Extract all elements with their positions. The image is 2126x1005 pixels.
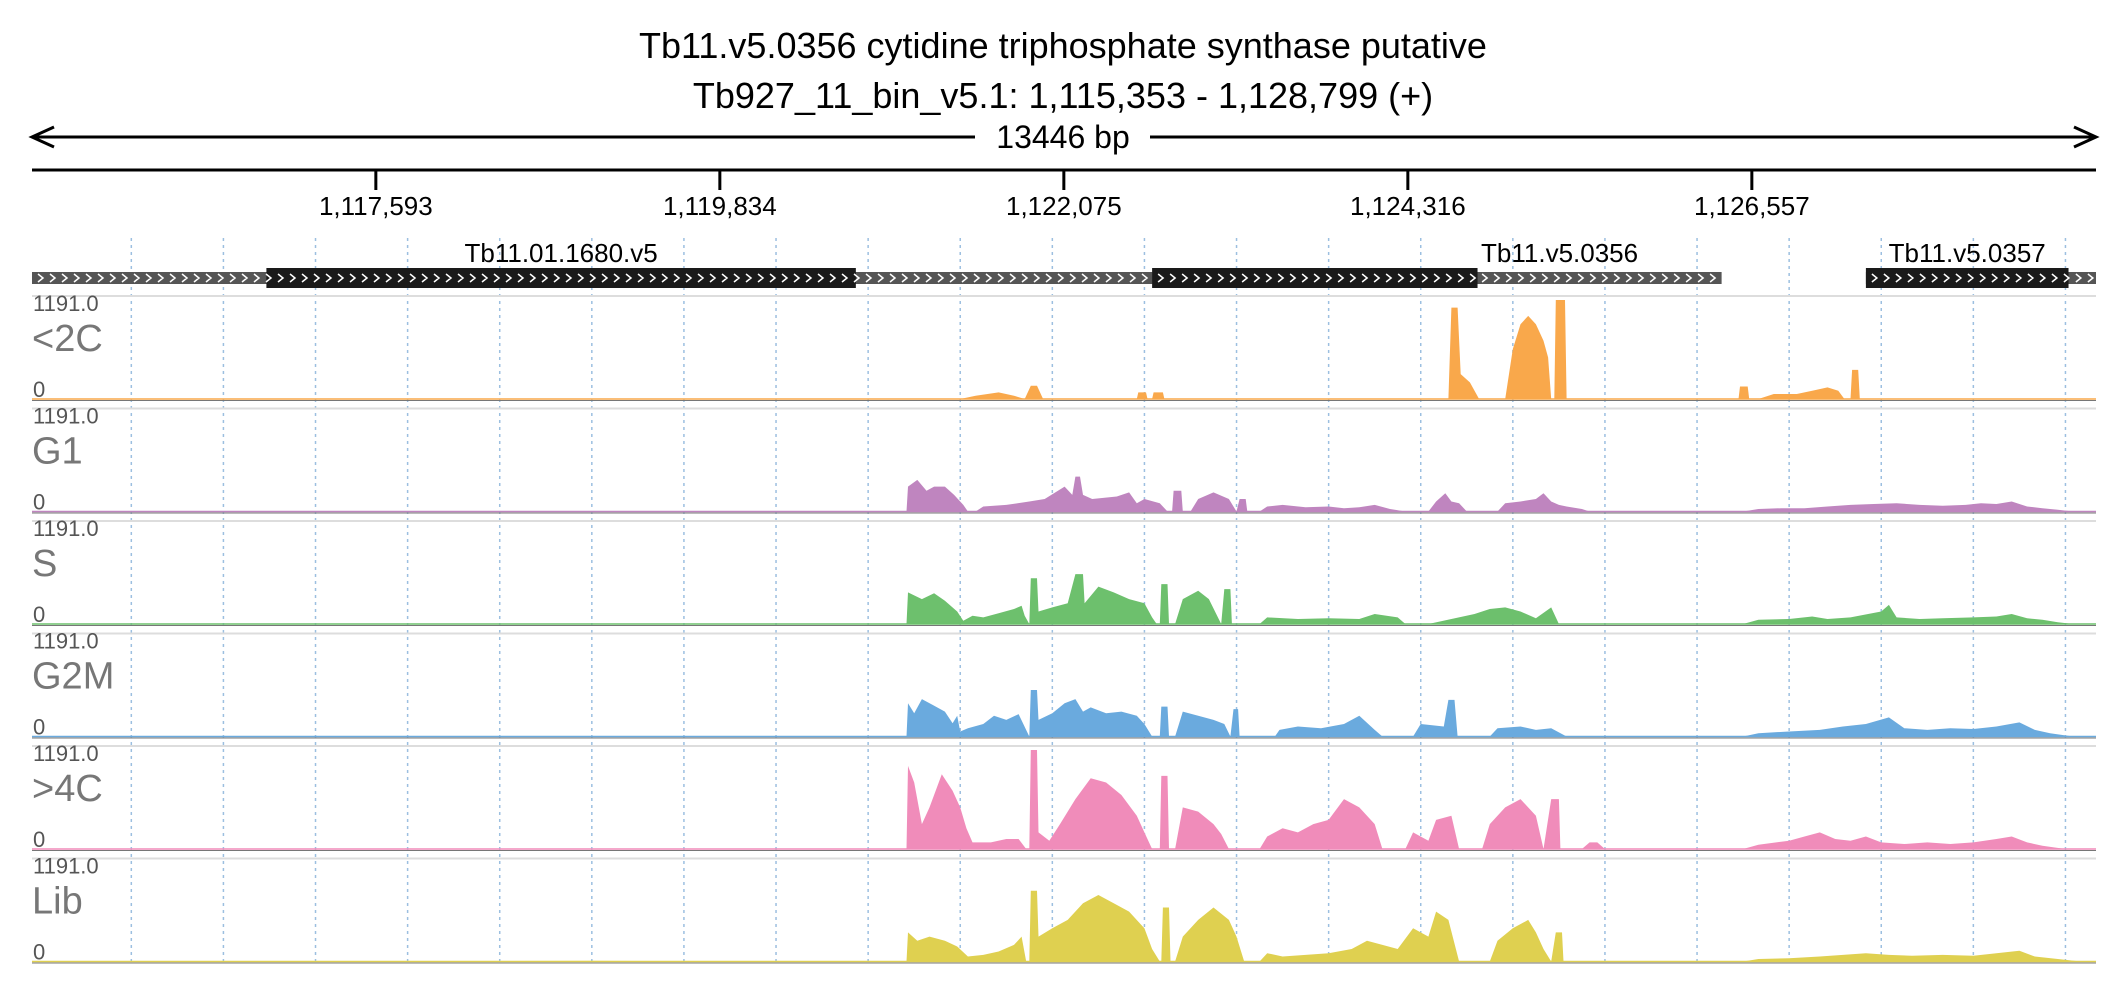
chart-subtitle: Tb927_11_bin_v5.1: 1,115,353 - 1,128,799…	[693, 75, 1433, 116]
chart-title: Tb11.v5.0356 cytidine triphosphate synth…	[639, 25, 1487, 66]
coverage-tracks: 1191.00<2C1191.00G11191.00S1191.00G2M119…	[32, 291, 2096, 965]
track-name: S	[32, 543, 57, 585]
ruler-tick-label: 1,119,834	[663, 191, 777, 221]
track-3: 1191.0 0 G2M	[32, 629, 2096, 740]
track-ymin-label: 0	[33, 940, 45, 965]
gene-strand-arrows-2	[1871, 273, 2095, 283]
track-0: 1191.0 0 <2C	[32, 291, 2096, 402]
gene-track: Tb11.01.1680.v5 Tb11.v5.0356 Tb11.v5.0357	[32, 238, 2096, 288]
gene-strand-arrows-1	[1157, 273, 1717, 283]
coverage-area-0	[960, 300, 1860, 399]
track-ymax-label: 1191.0	[33, 629, 99, 654]
coverage-area-3	[906, 690, 2074, 737]
gene-cds-1	[1152, 268, 1478, 288]
ruler-tick-label: 1,117,593	[319, 191, 433, 221]
track-2: 1191.0 0 S	[32, 516, 2096, 627]
gene-label: Tb11.v5.0357	[1889, 238, 2046, 268]
track-1: 1191.0 0 G1	[32, 404, 2096, 515]
ruler-tick-label: 1,126,557	[1694, 191, 1810, 221]
coverage-area-5	[32, 890, 2081, 962]
gene-label: Tb11.v5.0356	[1481, 238, 1638, 268]
track-ymax-label: 1191.0	[33, 854, 99, 879]
ruler-tick-label: 1,122,075	[1006, 191, 1122, 221]
gene-cds-2	[1865, 268, 2069, 288]
track-ymax-label: 1191.0	[33, 741, 99, 766]
track-ymin-label: 0	[33, 377, 45, 402]
span-label: 13446 bp	[996, 119, 1129, 155]
track-ymin-label: 0	[33, 602, 45, 627]
span-indicator: 13446 bp	[28, 119, 2100, 155]
coverage-area-1	[906, 476, 2074, 512]
track-name: >4C	[32, 768, 103, 810]
track-4: 1191.0 0 >4C	[32, 741, 2096, 852]
gene-label: Tb11.01.1680.v5	[465, 238, 658, 268]
track-ymin-label: 0	[33, 827, 45, 852]
track-ymax-label: 1191.0	[33, 404, 99, 429]
gene-cds-0	[266, 268, 856, 288]
ruler-tick-label: 1,124,316	[1350, 191, 1466, 221]
track-ymin-label: 0	[33, 715, 45, 740]
track-name: Lib	[32, 881, 83, 923]
track-ymax-label: 1191.0	[33, 291, 99, 316]
track-ymin-label: 0	[33, 490, 45, 515]
gridlines	[130, 238, 2067, 962]
track-ymax-label: 1191.0	[33, 516, 99, 541]
track-5: 1191.0 0 Lib	[32, 854, 2096, 965]
gene-strand-arrows-0	[37, 273, 1149, 283]
track-name: <2C	[32, 318, 103, 360]
track-name: G1	[32, 431, 83, 473]
coverage-area-4	[906, 750, 2066, 849]
span-arrow-right-head	[2073, 125, 2100, 149]
coverage-area-2	[906, 574, 2074, 624]
coordinate-ruler: 1,117,593 1,119,834 1,122,075 1,124,316 1,12…	[32, 168, 2096, 221]
track-name: G2M	[32, 656, 114, 698]
span-arrow-left-head	[28, 125, 55, 149]
